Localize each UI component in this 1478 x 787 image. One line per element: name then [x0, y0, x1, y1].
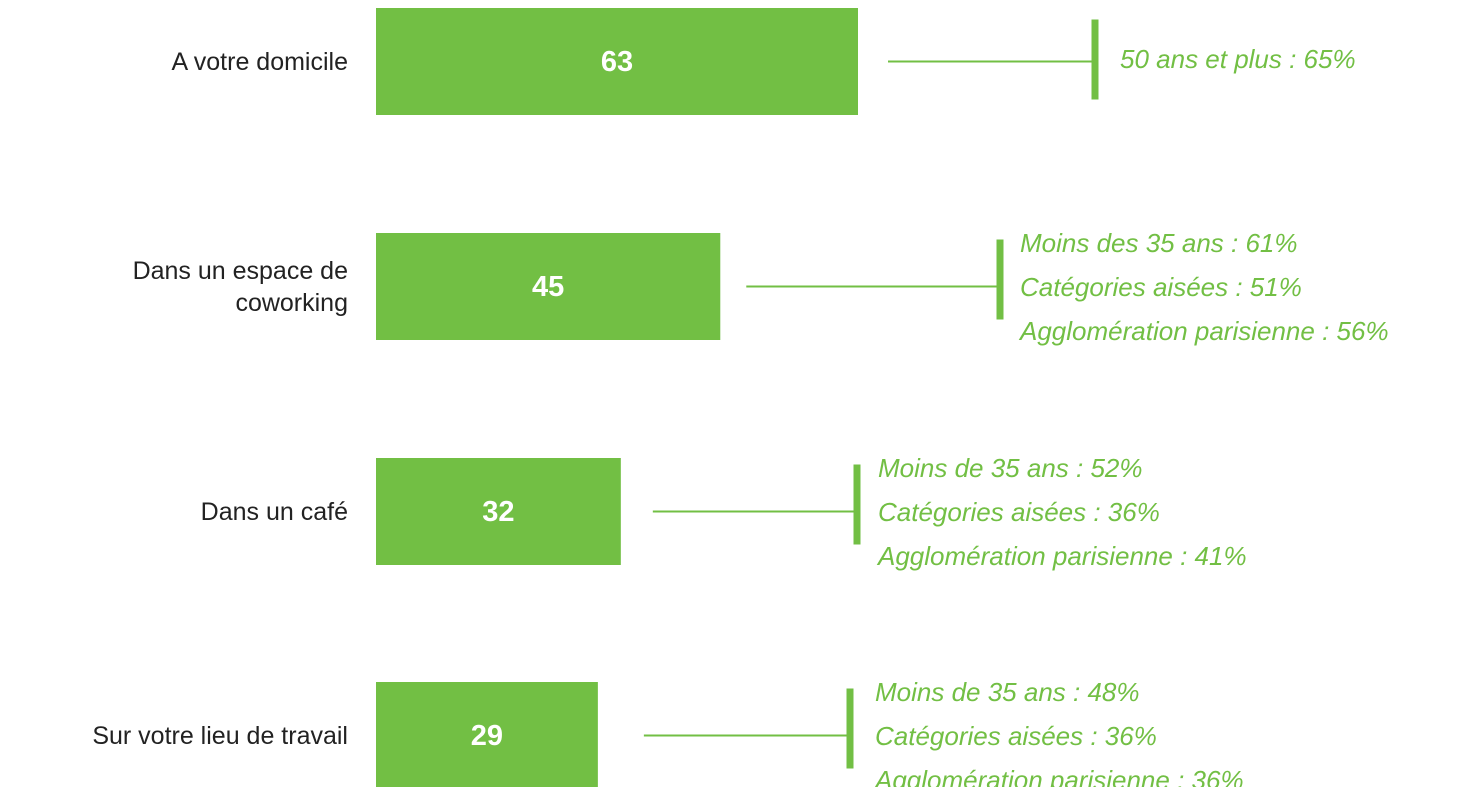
annotation-text: Catégories aisées : 51% [1020, 271, 1302, 302]
bar [376, 233, 721, 340]
value-label: 29 [470, 719, 504, 752]
category-label: Dans un café [200, 497, 348, 526]
value-label: 45 [532, 270, 565, 303]
value-label: 63 [600, 45, 634, 78]
bar [376, 8, 858, 115]
category-label: Dans un espace de coworking [132, 256, 348, 317]
annotation-text: 50 ans et plus : 65% [1120, 43, 1356, 74]
value-label: 32 [482, 495, 515, 528]
category-label: Sur votre lieu de travail [92, 721, 348, 750]
category-label: A votre domicile [171, 47, 348, 76]
annotation-text: Agglomération parisienne : 56% [1020, 315, 1389, 346]
annotation-text: Catégories aisées : 36% [878, 496, 1160, 527]
annotation-text: Moins de 35 ans : 52% [878, 452, 1143, 483]
annotation-text: Agglomération parisienne : 36% [875, 764, 1244, 787]
bar [376, 458, 621, 565]
annotation-text: Moins des 35 ans : 61% [1020, 227, 1298, 258]
bar [376, 682, 598, 787]
annotation-text: Moins de 35 ans : 48% [875, 676, 1140, 707]
annotation-text: Catégories aisées : 36% [875, 720, 1157, 751]
annotation-text: Agglomération parisienne : 41% [878, 540, 1247, 571]
